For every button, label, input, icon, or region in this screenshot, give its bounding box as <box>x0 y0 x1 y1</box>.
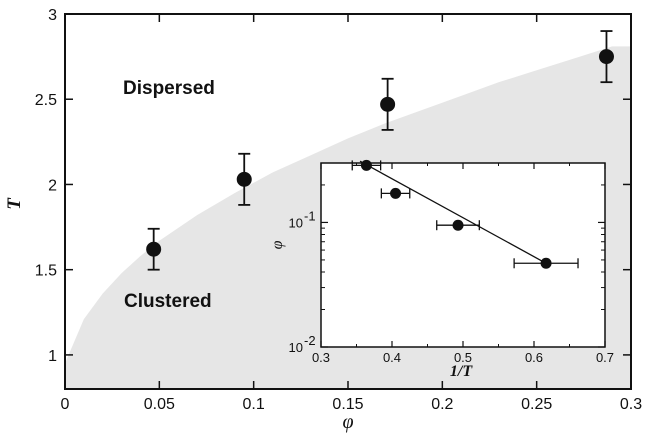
x-tick-label: 0.05 <box>144 396 175 413</box>
main-y-ticks: 1 1.5 2 2.5 3 <box>35 7 631 365</box>
y-tick-label: 1.5 <box>35 263 57 280</box>
inset-x-tick-label: 0.4 <box>383 350 401 365</box>
x-tick-label: 0 <box>61 396 70 413</box>
inset-x-tick-label: 0.6 <box>525 350 543 365</box>
y-tick-label: 3 <box>48 7 57 24</box>
inset-data-point <box>452 219 464 231</box>
clustered-region-label: Clustered <box>124 291 212 312</box>
main-data-points <box>146 30 614 271</box>
inset-plot: 0.3 0.4 0.5 0.6 0.7 10-210-1 1/T φ <box>269 159 614 380</box>
x-tick-label: 0.3 <box>620 396 642 413</box>
main-y-axis-label: T <box>4 197 25 210</box>
inset-x-tick-label: 0.5 <box>454 350 472 365</box>
inset-x-tick-label: 0.3 <box>312 350 330 365</box>
inset-data-point <box>360 159 372 171</box>
y-tick-label: 2 <box>48 177 57 194</box>
x-tick-label: 0.2 <box>431 396 453 413</box>
inset-x-axis-label: 1/T <box>450 363 473 380</box>
x-tick-label: 0.25 <box>521 396 552 413</box>
inset-data-point <box>540 257 552 269</box>
inset-y-ticks: 10-210-1 <box>289 184 605 355</box>
inset-fit-line <box>359 160 547 264</box>
inset-y-tick-exponent: -2 <box>304 333 316 348</box>
inset-y-tick-label: 10 <box>289 340 303 355</box>
x-tick-label: 0.15 <box>332 396 363 413</box>
y-tick-label: 1 <box>48 348 57 365</box>
main-x-ticks: 0 0.05 0.1 0.15 0.2 0.25 0.3 <box>61 14 642 413</box>
inset-y-tick-label: 10 <box>289 215 303 230</box>
data-point <box>598 49 614 65</box>
fit-line-segment <box>359 160 547 264</box>
inset-data-points <box>351 159 579 269</box>
inset-x-tick-label: 0.7 <box>596 350 614 365</box>
data-point <box>236 171 252 187</box>
data-point <box>380 96 396 112</box>
inset-background <box>320 162 606 348</box>
inset-y-tick-exponent: -1 <box>304 208 316 223</box>
inset-x-ticks: 0.3 0.4 0.5 0.6 0.7 <box>312 163 614 365</box>
main-x-axis-label: φ <box>342 411 353 433</box>
dispersed-region-label: Dispersed <box>123 78 215 99</box>
inset-data-point <box>390 187 402 199</box>
y-tick-label: 2.5 <box>35 92 57 109</box>
data-point <box>146 241 162 257</box>
inset-y-axis-label: φ <box>269 240 286 249</box>
x-tick-label: 0.1 <box>243 396 265 413</box>
